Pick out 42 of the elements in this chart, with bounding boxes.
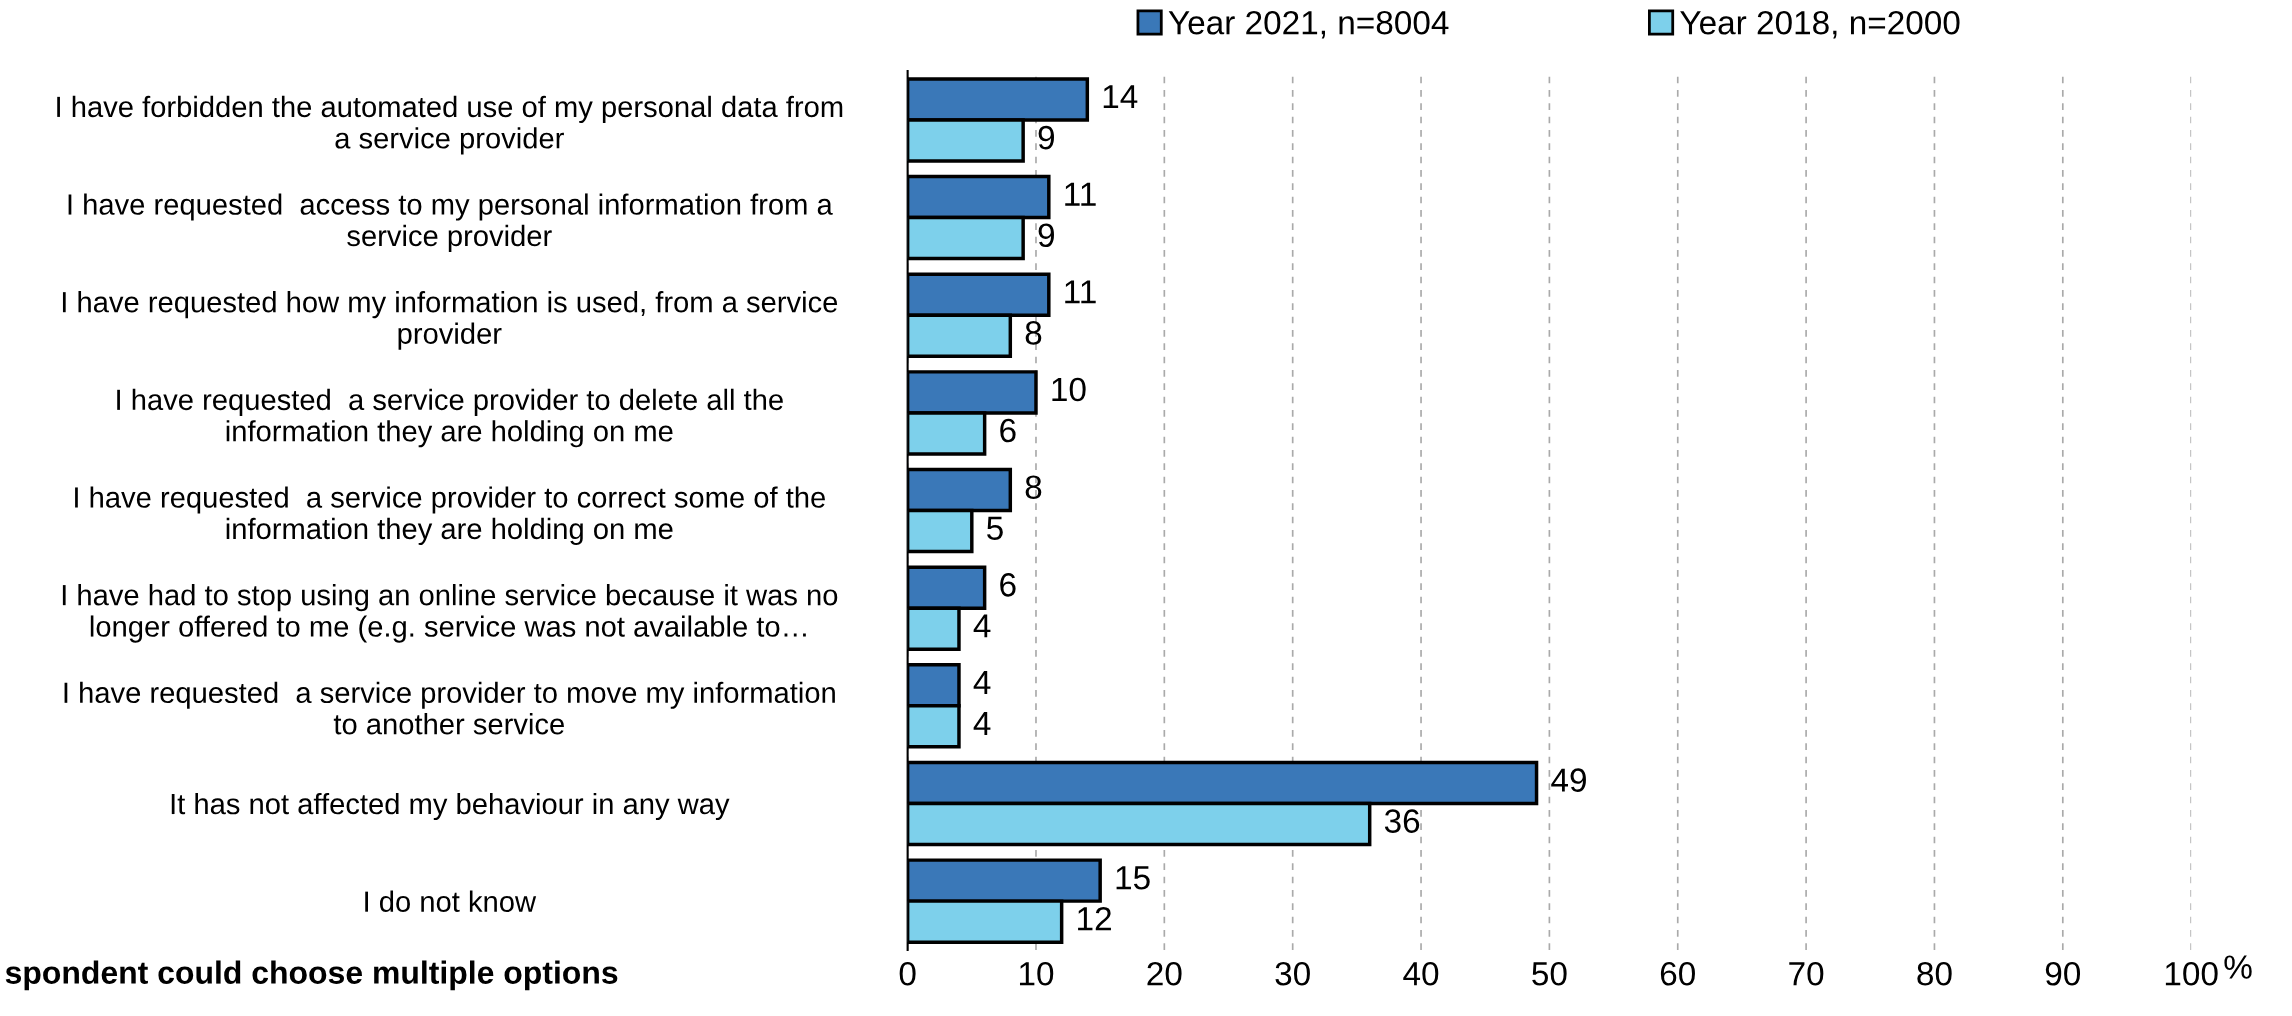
x-tick-label: 60 [1660, 961, 1695, 986]
data-label: 4 [973, 614, 991, 638]
y-tick-label: I have requested a service provider to delete all the information they are holding on me [117, 388, 783, 448]
data-label: 9 [1038, 125, 1054, 150]
data-label: 4 [973, 671, 991, 694]
x-axis-title: % [2224, 955, 2252, 979]
x-tick-label: 30 [1275, 961, 1310, 986]
y-tick-label: I have requested a service provider to move my information to another service [64, 681, 835, 735]
data-label: 5 [987, 516, 1003, 540]
data-label: 12 [1078, 906, 1111, 931]
data-label: 10 [1052, 377, 1086, 402]
data-label: 15 [1116, 866, 1150, 890]
x-tick-label: 90 [2045, 961, 2081, 986]
data-label: 14 [1103, 85, 1138, 109]
x-tick-label: 80 [1917, 961, 1952, 986]
x-tick-label: 10 [1019, 961, 1054, 986]
x-tick-label: 0 [899, 961, 916, 986]
data-label: 9 [1038, 223, 1054, 248]
legend-label: Year 2021, n=8004 [1168, 10, 1449, 39]
x-tick-label: 40 [1403, 961, 1439, 986]
data-label: 6 [1000, 418, 1016, 443]
data-label: 11 [1065, 280, 1096, 304]
data-label: 8 [1025, 475, 1042, 499]
text: spondent could choose multiple options [5, 960, 618, 991]
y-tick-label: I have requested access to my personal information from a service provider [68, 193, 833, 253]
data-label: 4 [973, 712, 991, 735]
data-label: 36 [1384, 809, 1420, 833]
x-tick-label: 50 [1532, 961, 1567, 986]
data-label: 11 [1065, 182, 1096, 206]
y-tick-label: I have requested a service provider to correct some of the information they are holding on me [75, 486, 825, 545]
y-tick-label: I do not know [365, 890, 537, 912]
x-tick-label: 100 [2165, 961, 2218, 986]
x-tick-label: 20 [1147, 961, 1182, 986]
y-tick-label: It has not affected my behaviour in any way [171, 792, 730, 821]
y-tick-label: I have forbidden the automated use of my personal data from a service provider [57, 95, 843, 155]
y-tick-label: I have requested how my information is used, from a service provider [62, 291, 838, 350]
data-label: 8 [1025, 321, 1042, 345]
legend-label: Year 2018, n=2000 [1680, 10, 1960, 39]
x-tick-label: 70 [1789, 961, 1824, 986]
data-label: 49 [1551, 768, 1586, 792]
y-tick-label: I have had to stop using an online service because it was no longer offered to me (e.g. service was not available to… [62, 584, 838, 643]
data-label: 6 [1000, 573, 1016, 597]
